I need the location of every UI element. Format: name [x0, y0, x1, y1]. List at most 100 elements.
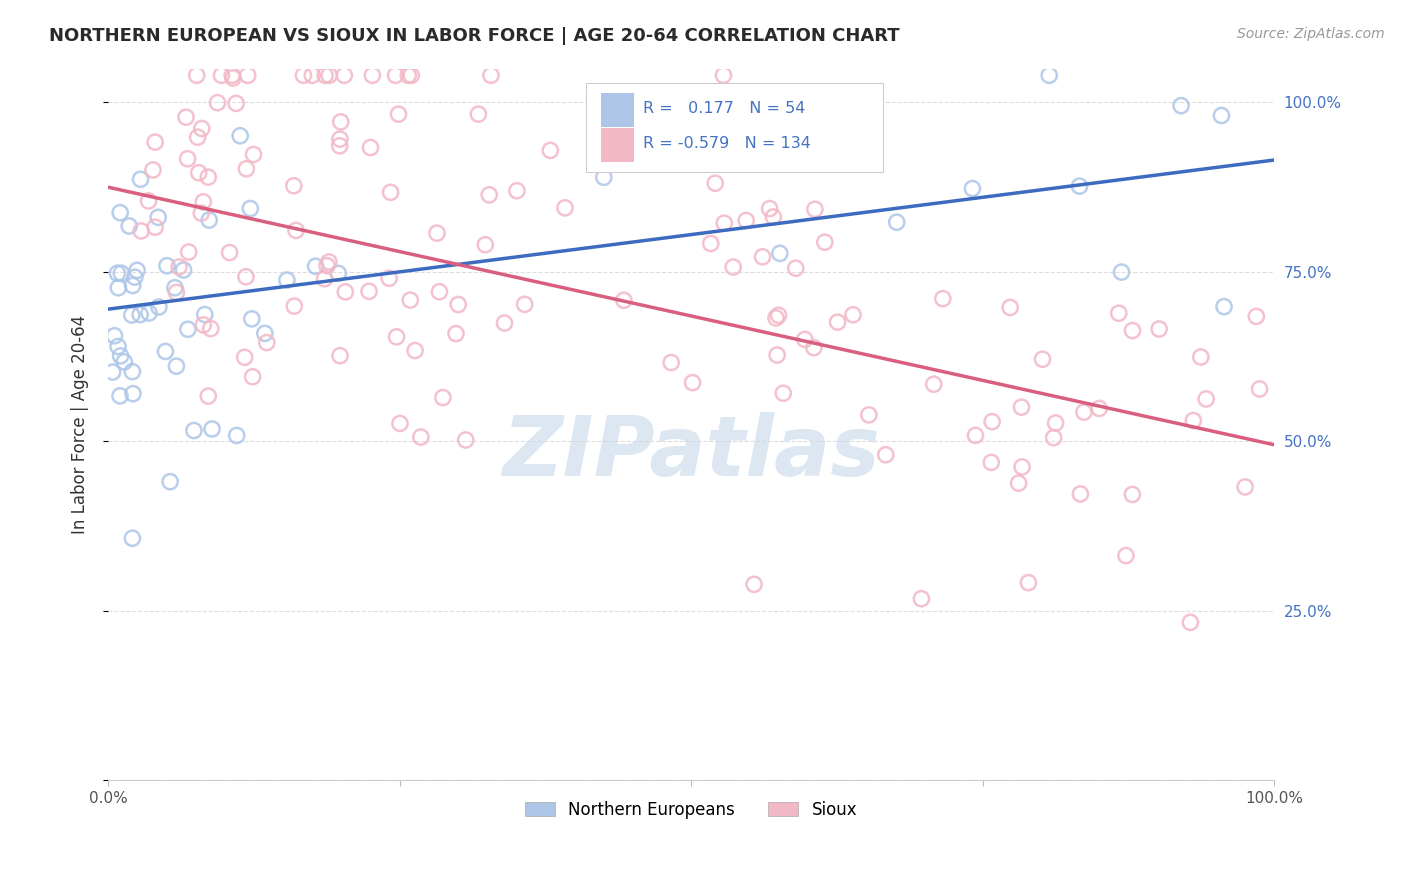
Point — [222, 70, 245, 85]
Point — [173, 263, 195, 277]
Point — [211, 68, 233, 82]
Point — [1038, 68, 1060, 82]
Point — [1007, 476, 1029, 491]
Point — [1011, 400, 1033, 414]
Point — [1111, 265, 1133, 279]
Y-axis label: In Labor Force | Age 20-64: In Labor Force | Age 20-64 — [72, 315, 89, 534]
Point — [165, 285, 187, 300]
Point — [875, 448, 897, 462]
Point — [1234, 480, 1257, 494]
Point — [121, 278, 143, 293]
Point — [101, 365, 124, 379]
Point — [191, 121, 214, 136]
Point — [156, 259, 179, 273]
Point — [225, 96, 247, 111]
Point — [479, 68, 502, 82]
Point — [329, 132, 352, 146]
Point — [506, 184, 529, 198]
Point — [121, 308, 143, 322]
Point — [197, 389, 219, 403]
Point — [201, 422, 224, 436]
Point — [1017, 575, 1039, 590]
Point — [236, 68, 259, 82]
Point — [444, 326, 467, 341]
Point — [107, 281, 129, 295]
Point — [1147, 322, 1170, 336]
Point — [827, 315, 849, 329]
Point — [143, 135, 166, 149]
Point — [194, 308, 217, 322]
Point — [359, 285, 381, 299]
Point — [239, 202, 262, 216]
Point — [233, 351, 256, 365]
Point — [772, 386, 794, 401]
Point — [704, 176, 727, 190]
Point — [751, 250, 773, 264]
Point — [316, 259, 339, 273]
FancyBboxPatch shape — [602, 93, 634, 127]
Point — [858, 408, 880, 422]
Point — [1246, 310, 1268, 324]
Point — [129, 308, 152, 322]
Point — [981, 415, 1004, 429]
Point — [922, 377, 945, 392]
Point — [385, 330, 408, 344]
Point — [138, 306, 160, 320]
Point — [283, 299, 305, 313]
Point — [399, 293, 422, 307]
Point — [700, 236, 723, 251]
Point — [235, 269, 257, 284]
Point — [129, 224, 152, 238]
Point — [842, 308, 865, 322]
Text: R = -0.579   N = 134: R = -0.579 N = 134 — [643, 136, 811, 151]
Point — [198, 213, 221, 227]
Point — [207, 95, 229, 110]
Point — [932, 292, 955, 306]
Legend: Northern Europeans, Sioux: Northern Europeans, Sioux — [519, 794, 863, 825]
Point — [793, 333, 815, 347]
Point — [110, 266, 132, 280]
Point — [240, 311, 263, 326]
Point — [1180, 615, 1202, 630]
Point — [235, 161, 257, 176]
Text: ZIPatlas: ZIPatlas — [502, 412, 880, 493]
Point — [474, 237, 496, 252]
Point — [803, 341, 825, 355]
Point — [190, 206, 212, 220]
Point — [713, 216, 735, 230]
Point — [388, 417, 411, 431]
Point — [253, 326, 276, 341]
Point — [176, 152, 198, 166]
Point — [429, 285, 451, 299]
Point — [221, 68, 243, 82]
Point — [118, 219, 141, 233]
Point — [962, 181, 984, 195]
Point — [138, 194, 160, 208]
Point — [1170, 98, 1192, 112]
Point — [129, 172, 152, 186]
Point — [124, 270, 146, 285]
Point — [177, 322, 200, 336]
Point — [329, 349, 352, 363]
Point — [229, 128, 252, 143]
Point — [276, 273, 298, 287]
Point — [768, 308, 790, 322]
Point — [304, 260, 326, 274]
Point — [301, 68, 323, 82]
Point — [285, 223, 308, 237]
Point — [177, 245, 200, 260]
Point — [554, 201, 576, 215]
Point — [143, 220, 166, 235]
Point — [432, 391, 454, 405]
Point — [742, 577, 765, 591]
Point — [122, 386, 145, 401]
Point — [112, 355, 135, 369]
Point — [401, 68, 423, 82]
Point — [426, 226, 449, 240]
Point — [378, 271, 401, 285]
Point — [613, 293, 636, 308]
Point — [328, 266, 350, 280]
Point — [146, 211, 169, 225]
Point — [187, 130, 209, 145]
Point — [765, 310, 787, 325]
